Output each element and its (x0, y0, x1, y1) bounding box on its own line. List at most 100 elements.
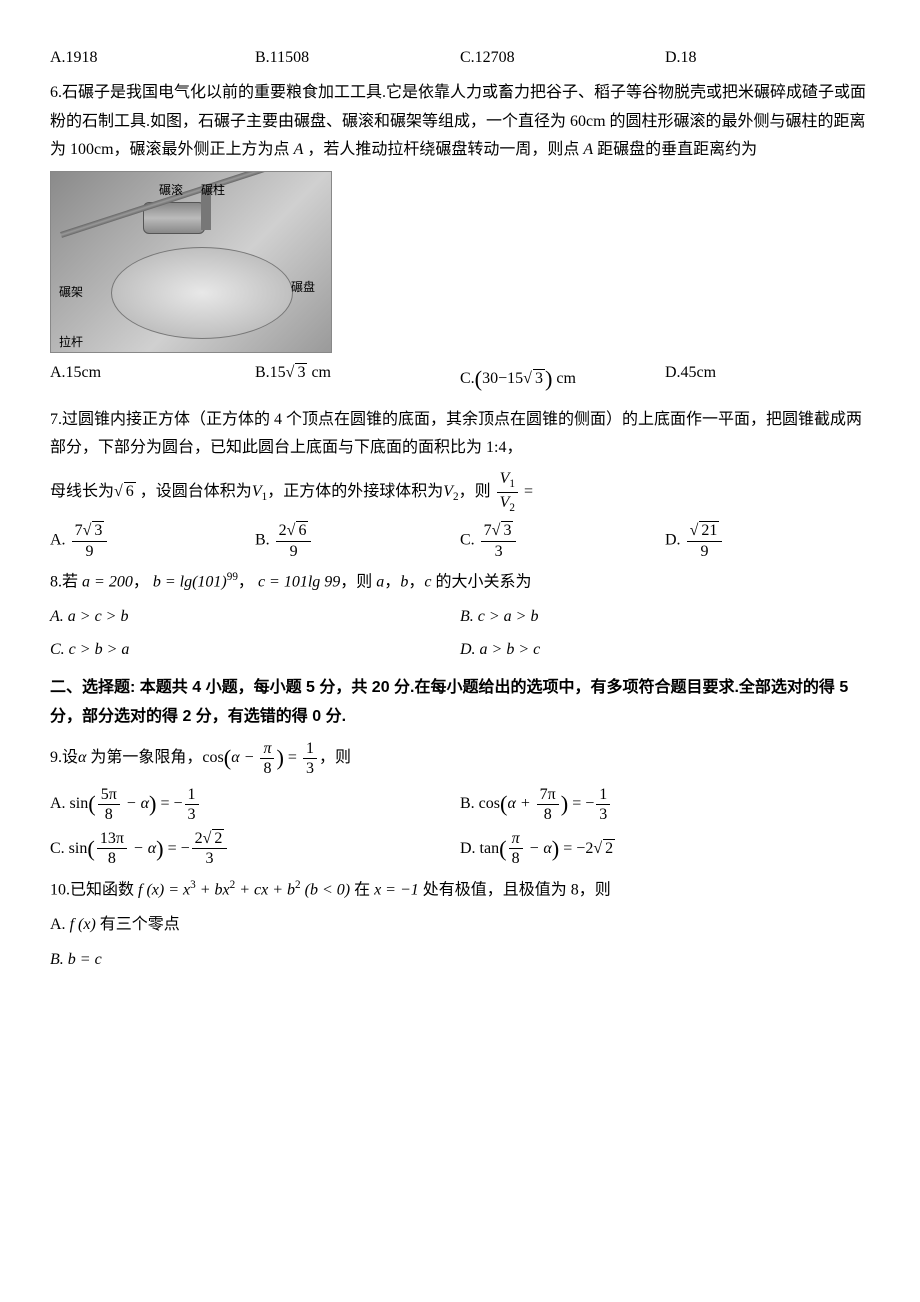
q7-c-np: 7 (484, 522, 492, 539)
q6-text1-end: 距碾盘的垂直距离约为 (593, 141, 757, 158)
q5-option-d: D.18 (665, 44, 870, 73)
q8-va: a (376, 573, 384, 590)
q7-a-np: 7 (75, 522, 83, 539)
q7-b-d: 9 (276, 542, 312, 561)
q7-t2-sqrt: 6 (124, 482, 136, 500)
q7-b-ns: 6 (296, 521, 308, 539)
q10a-f: f (x) (70, 916, 96, 933)
q8-option-c: C. c > b > a (50, 636, 460, 665)
q7-rv2: V (500, 494, 510, 511)
q7-rv1s: 1 (509, 478, 515, 490)
q9-rn: 1 (303, 739, 317, 759)
q9c-an: 13π (97, 829, 127, 849)
q9c-af: 13π8 (97, 829, 127, 868)
q6-c-sqrt: 3 (533, 369, 545, 387)
q9a-af: 5π8 (98, 785, 120, 824)
q8-options-row1: A. a > c > b B. c > a > b (50, 603, 870, 632)
q9d-pre: D. tan (460, 840, 499, 857)
q5-option-b: B.11508 (255, 44, 460, 73)
q9b-rd: 3 (596, 805, 610, 824)
q7-c-d: 3 (481, 542, 517, 561)
q9d-rs: 2 (603, 839, 615, 857)
q8-pre: 8.若 (50, 573, 82, 590)
q9d-ap: − α (525, 840, 552, 857)
fig-label-disk: 碾盘 (291, 277, 315, 299)
q7-a-ns: 3 (92, 521, 104, 539)
lparen-icon: ( (88, 791, 95, 816)
q6-point-a1: A (294, 141, 304, 158)
q6-options: A.15cm B.153 cm C.(30−153) cm D.45cm (50, 359, 870, 399)
q8-option-d: D. a > b > c (460, 636, 870, 665)
q9-arg1-frac: π8 (260, 739, 274, 778)
q10-pre: 10.已知函数 (50, 881, 138, 898)
q10-option-a: A. f (x) 有三个零点 (50, 911, 870, 940)
q9b-ad: 8 (537, 805, 559, 824)
q7-stem2: 母线长为6 ，设圆台体积为V1，正方体的外接球体积为V2，则 V1 V2 = (50, 469, 870, 515)
q7-a-frac: 73 9 (72, 521, 108, 560)
q9a-pre: A. sin (50, 795, 88, 812)
q9c-rnp: 2 (195, 830, 203, 847)
q9-option-b: B. cos(α + 7π8) = −13 (460, 784, 870, 824)
q7-a-d: 9 (72, 542, 108, 561)
q9c-ap: − α (129, 840, 156, 857)
q7-t2-mid: ，设圆台体积为 (136, 483, 252, 500)
q9-rd: 3 (303, 759, 317, 778)
q10-cond: (b < 0) (301, 881, 350, 898)
q10a-pre: A. (50, 916, 70, 933)
q8-tail: 的大小关系为 (431, 573, 531, 590)
q10-xv: x = −1 (374, 881, 419, 898)
q9c-rns: 2 (212, 829, 224, 847)
q9c-ad: 8 (97, 849, 127, 868)
q9b-an: 7π (537, 785, 559, 805)
q9a-eq: = − (156, 795, 182, 812)
q9-option-a: A. sin(5π8 − α) = −13 (50, 784, 460, 824)
q7-d-frac: 21 9 (687, 521, 723, 560)
q9-option-c: C. sin(13π8 − α) = −223 (50, 829, 460, 869)
fig-label-frame: 碾架 (59, 282, 83, 304)
q7-b-frac: 26 9 (276, 521, 312, 560)
q9-a1n: π (260, 739, 274, 759)
q9-pre: 9.设 (50, 749, 78, 766)
q10-fx: f (x) = x (138, 881, 190, 898)
q9-a1p: α − (231, 749, 258, 766)
q8-b-exp: 99 (227, 571, 238, 583)
q9a-rf: 13 (185, 785, 199, 824)
sqrt-icon (523, 370, 532, 387)
q10-option-b: B. b = c (50, 946, 870, 975)
q8-options-row2: C. c > b > a D. a > b > c (50, 636, 870, 665)
lparen-icon: ( (499, 836, 506, 861)
q8-c-eq: c = 101lg 99 (258, 573, 340, 590)
q6-option-a: A.15cm (50, 359, 255, 399)
q8-option-a: A. a > c > b (50, 603, 460, 632)
q9a-rn: 1 (185, 785, 199, 805)
q8-tp: ，则 (340, 573, 376, 590)
q10-tm: 在 (350, 881, 374, 898)
q7-d-d: 9 (687, 542, 723, 561)
q8-a-eq: a = 200 (82, 573, 133, 590)
q9b-ap: α + (507, 795, 534, 812)
q9d-af: π8 (509, 829, 523, 868)
q9-option-d: D. tan(π8 − α) = −22 (460, 829, 870, 869)
q9b-rf: 13 (596, 785, 610, 824)
q9c-pre: C. sin (50, 840, 87, 857)
q5-option-a: A.1918 (50, 44, 255, 73)
sqrt-icon (83, 522, 92, 539)
q10-pc: + cx + b (235, 881, 295, 898)
q9a-rd: 3 (185, 805, 199, 824)
q7-options: A. 73 9 B. 26 9 C. 73 3 D. 21 9 (50, 521, 870, 560)
q10-stem: 10.已知函数 f (x) = x3 + bx2 + cx + b2 (b < … (50, 875, 870, 905)
q8-stem: 8.若 a = 200， b = lg(101)99， c = 101lg 99… (50, 567, 870, 597)
q6-stem: 6.石碾子是我国电气化以前的重要粮食加工工具.它是依靠人力或畜力把谷子、稻子等谷… (50, 79, 870, 165)
q9d-ad: 8 (509, 849, 523, 868)
q7-d-ns: 21 (699, 521, 719, 539)
q9a-ad: 8 (98, 805, 120, 824)
q8-vb: b (400, 573, 408, 590)
q9b-eq: = − (568, 795, 594, 812)
q7-a-pre: A. (50, 532, 66, 549)
q9-a1d: 8 (260, 759, 274, 778)
q8-s1: ， (133, 573, 149, 590)
fig-label-post: 碾柱 (201, 180, 225, 202)
q9d-an: π (509, 829, 523, 849)
q7-eq: = (520, 483, 533, 500)
fig-label-roller: 碾滚 (159, 180, 183, 202)
